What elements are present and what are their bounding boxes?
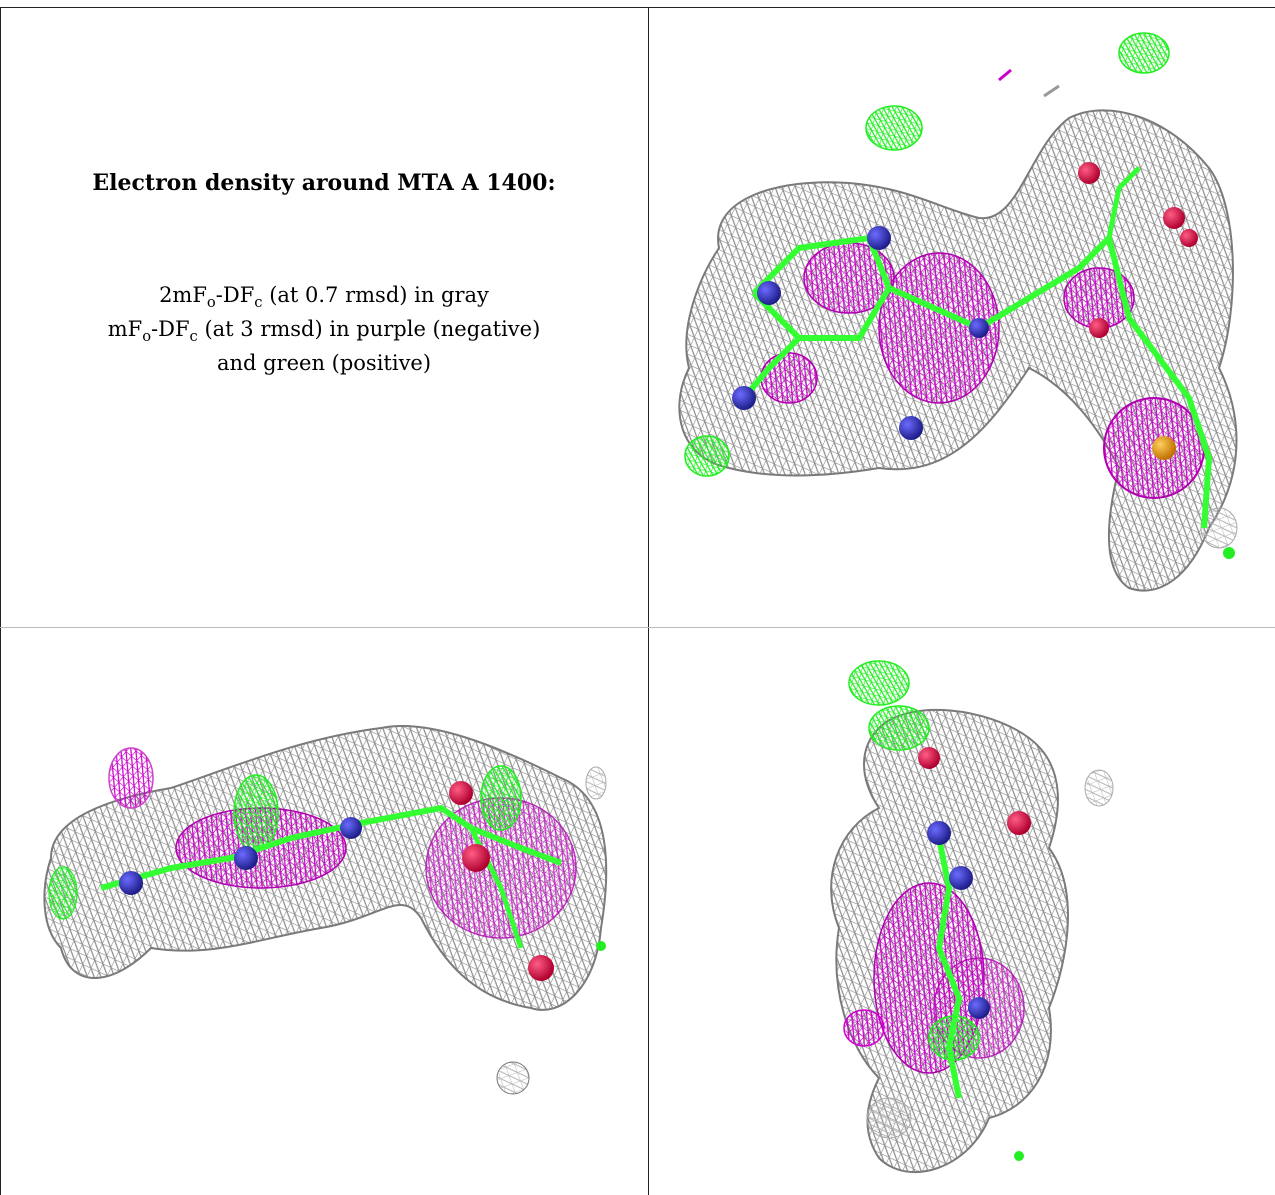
caption-title: Electron density around MTA A 1400:	[92, 170, 556, 196]
caption-legend: 2mFo-DFc (at 0.7 rmsd) in gray mFo-DFc (…	[0, 282, 648, 376]
legend-line-green: and green (positive)	[216, 351, 432, 376]
legend-line-gray: 2mFo-DFc (at 0.7 rmsd) in gray	[159, 283, 489, 312]
grid-horizontal-divider	[0, 627, 1275, 628]
density-panel-bottom-left	[1, 628, 648, 1195]
legend-line-difference: mFo-DFc (at 3 rmsd) in purple (negative)	[107, 317, 541, 346]
electron-density-view-3-icon	[830, 660, 1114, 1174]
grid-vertical-divider	[648, 7, 649, 1195]
caption-cell: Electron density around MTA A 1400: 2mFo…	[0, 0, 648, 628]
grid-left-border	[0, 7, 1, 1195]
electron-density-view-1-icon	[678, 32, 1238, 592]
density-panel-top-right	[649, 8, 1275, 627]
grid-top-border	[0, 7, 1275, 8]
electron-density-view-2-icon	[43, 725, 608, 1095]
density-panel-bottom-right	[649, 628, 1275, 1195]
